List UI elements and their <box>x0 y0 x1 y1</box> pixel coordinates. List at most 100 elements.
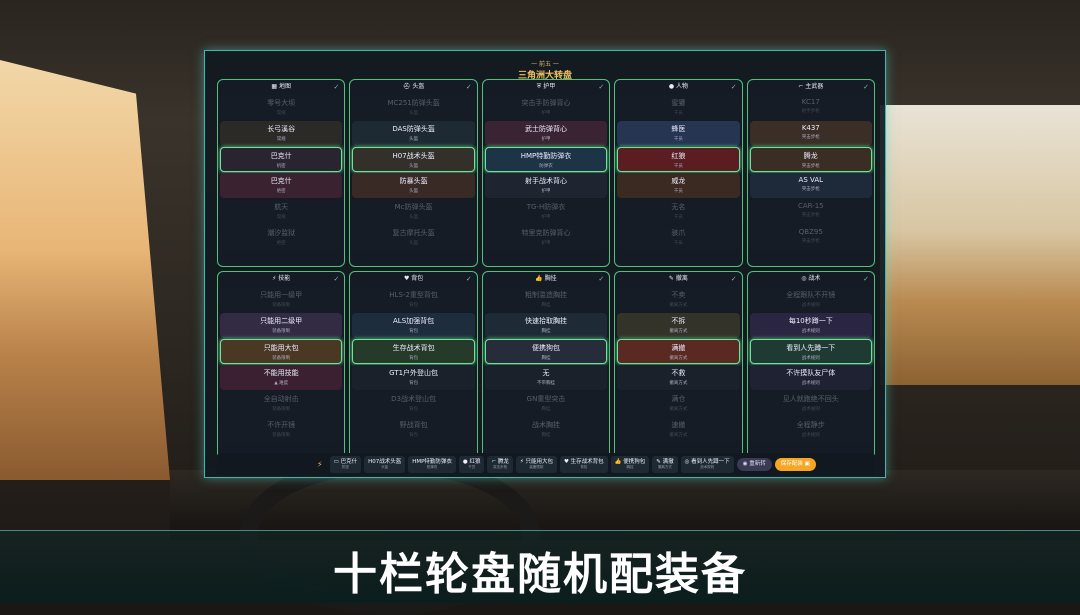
result-chip: ● 红狼 干员 <box>458 455 485 473</box>
roulette-item[interactable]: 无名 干员 <box>617 199 740 224</box>
roulette-item[interactable]: 不许开镜 装备限制 <box>220 417 343 442</box>
roulette-item[interactable]: KC17 射手步枪 <box>749 95 872 120</box>
roulette-item[interactable]: 粗制滥造胸挂 胸挂 <box>484 287 608 312</box>
item-type: 撤离方式 <box>669 381 688 386</box>
roulette-item[interactable]: 特里克防弹背心 护甲 <box>484 225 608 250</box>
chip-type: 撤离方式 <box>657 464 672 469</box>
item-type: 胸挂 <box>541 433 551 438</box>
item-type: 绝密 <box>276 189 286 194</box>
column-label: ● 人物 <box>668 83 688 90</box>
roulette-item[interactable]: 全自动射击 装备限制 <box>220 391 343 416</box>
selected-item[interactable]: 满撤 撤离方式 <box>617 339 740 364</box>
item-type: 突击步枪 <box>801 135 820 140</box>
roulette-item[interactable]: 只能用二级甲 装备限制 <box>220 313 343 338</box>
roulette-item[interactable]: 速撤 撤离方式 <box>617 417 740 442</box>
roulette-item[interactable]: 只能用一级甲 装备限制 <box>220 287 343 312</box>
roulette-item[interactable]: D3战术登山包 背包 <box>352 391 475 416</box>
selected-item[interactable]: 巴克什 机密 <box>220 147 343 172</box>
roulette-item[interactable]: 巴克什 绝密 <box>220 173 343 198</box>
roulette-item[interactable]: K437 突击步枪 <box>749 121 872 146</box>
roulette-item[interactable]: 战术胸挂 胸挂 <box>484 417 608 442</box>
roulette-item[interactable]: MC251防弹头盔 头盔 <box>352 95 475 120</box>
respin-button[interactable]: ◉ 重新转 <box>736 457 772 471</box>
roulette-item[interactable]: 航天 常规 <box>220 199 343 224</box>
item-name: 只能用一级甲 <box>260 291 303 299</box>
item-name: 全程跟队不开镜 <box>786 291 836 299</box>
roulette-item[interactable]: 骇爪 干员 <box>617 225 740 250</box>
selected-item[interactable]: 生存战术背包 背包 <box>352 339 475 364</box>
roulette-item[interactable]: 不拆 撤离方式 <box>617 313 740 338</box>
roulette-item[interactable]: 突击手防弹背心 护甲 <box>484 95 608 120</box>
save-button[interactable]: 保存配装 ▣ <box>774 457 816 471</box>
lightning-icon: ⚡ <box>317 459 323 469</box>
roulette-item[interactable]: 长弓溪谷 常规 <box>220 121 343 146</box>
roulette-item[interactable]: 威龙 干员 <box>617 173 740 198</box>
roulette-column: 👍 胸挂 ✓ 粗制滥造胸挂 胸挂 快速拾取胸挂 胸挂 便携狗包 胸挂无不带胸挂 GN重型突击 胸挂… <box>481 271 611 459</box>
item-name: 腾龙 <box>803 152 818 160</box>
column-header: ✎ 撤离 ✓ <box>615 272 741 286</box>
item-name: 骇爪 <box>671 229 686 237</box>
roulette-item[interactable]: QBZ95 突击步枪 <box>749 225 872 250</box>
roulette-item[interactable]: ALS加强背包 背包 <box>352 313 475 338</box>
check-icon: ✓ <box>598 275 605 283</box>
column-header: ⛑ 头盔 ✓ <box>350 80 476 94</box>
item-name: 红狼 <box>671 152 686 160</box>
roulette-item[interactable]: 不卖 撤离方式 <box>617 287 740 312</box>
roulette-item[interactable]: 不能用技能 ▲ 难度 <box>220 365 343 390</box>
roulette-item[interactable]: AS VAL 突击步枪 <box>749 173 872 198</box>
item-name: 战术胸挂 <box>531 421 560 429</box>
selected-item[interactable]: 看到人先蹲一下 战术规则 <box>749 339 872 364</box>
selected-item[interactable]: HMP特勤防弹衣 防弹衣 <box>484 147 608 172</box>
selected-item[interactable]: 腾龙 突击步枪 <box>749 147 872 172</box>
roulette-item[interactable]: 射手战术背心 护甲 <box>484 173 608 198</box>
item-name: TG-H防弹衣 <box>526 203 566 211</box>
result-bar: ⚡ ▭ 巴克什 机密 H07战术头盔 头盔 HMP特勤防弹衣 防弹衣 ● 红狼 干员 ⌐ 腾龙 突击… <box>217 453 875 475</box>
item-name: 潮汐监狱 <box>267 229 296 237</box>
selected-item[interactable]: 只能用大包 装备限制 <box>220 339 343 364</box>
chip-type: 突击步枪 <box>493 464 508 469</box>
roulette-item[interactable]: 见人就跑绝不回头 战术规则 <box>749 391 872 416</box>
item-name: GT1户外登山包 <box>389 369 439 377</box>
item-name: 满撤 <box>671 344 686 352</box>
roulette-column: ⛨ 护甲 ✓ 突击手防弹背心 护甲 武士防弹背心 护甲 HMP特勤防弹衣 防弹衣 射手战术背心护… <box>481 79 611 267</box>
column-label: ▦ 地图 <box>271 83 291 90</box>
roulette-item[interactable]: 满仓 撤离方式 <box>617 391 740 416</box>
loadout-roulette-panel: 一 前五 一 三角洲大转盘 ▦ 地图 ✓ 零号大坝 常规 长弓溪谷 常规 巴克什 机密 巴克什绝… <box>204 50 886 478</box>
roulette-item[interactable]: DAS防弹头盔 头盔 <box>352 121 475 146</box>
roulette-item[interactable]: TG-H防弹衣 护甲 <box>484 199 608 224</box>
roulette-item[interactable]: 每10秒蹲一下 战术规则 <box>749 313 872 338</box>
item-type: 常规 <box>276 137 286 142</box>
roulette-item[interactable]: 复古摩托头盔 头盔 <box>352 225 475 250</box>
chip-type: 头盔 <box>381 464 389 469</box>
roulette-item[interactable]: 零号大坝 常规 <box>220 95 343 120</box>
roulette-item[interactable]: GT1户外登山包 背包 <box>352 365 475 390</box>
column-header: 👍 胸挂 ✓ <box>483 272 609 286</box>
roulette-item[interactable]: CAR-15 突击步枪 <box>749 199 872 224</box>
roulette-item[interactable]: 蜜獾 干员 <box>617 95 740 120</box>
column-label: 👍 胸挂 <box>535 275 557 282</box>
roulette-item[interactable]: 不救 撤离方式 <box>617 365 740 390</box>
roulette-item[interactable]: 蜂医 干员 <box>617 121 740 146</box>
roulette-item[interactable]: 野战背包 背包 <box>352 417 475 442</box>
roulette-item[interactable]: 武士防弹背心 护甲 <box>484 121 608 146</box>
item-type: 背包 <box>409 329 419 334</box>
roulette-item[interactable]: 全程跟队不开镜 战术规则 <box>749 287 872 312</box>
check-icon: ✓ <box>598 83 605 91</box>
selected-item[interactable]: H07战术头盔 头盔 <box>352 147 475 172</box>
selected-item[interactable]: 便携狗包 胸挂 <box>484 339 608 364</box>
item-name: K437 <box>801 124 820 132</box>
roulette-item[interactable]: Mc防弹头盔 头盔 <box>352 199 475 224</box>
chip-type: 干员 <box>468 464 476 469</box>
roulette-item[interactable]: 潮汐监狱 绝密 <box>220 225 343 250</box>
roulette-item[interactable]: GN重型突击 胸挂 <box>484 391 608 416</box>
roulette-item[interactable]: 不许摸队友尸体 战术规则 <box>749 365 872 390</box>
roulette-item[interactable]: 全程静步 战术规则 <box>749 417 872 442</box>
roulette-column: ⚡ 技能 ✓ 只能用一级甲 装备限制 只能用二级甲 装备限制 只能用大包 装备限制 不能用技能 ▲… <box>217 271 346 459</box>
item-name: 无 <box>542 369 550 377</box>
roulette-item[interactable]: 防暴头盔 头盔 <box>352 173 475 198</box>
item-type: 护甲 <box>541 189 551 194</box>
roulette-item[interactable]: 快速拾取胸挂 胸挂 <box>484 313 608 338</box>
roulette-item[interactable]: 无不带胸挂 <box>484 365 608 390</box>
selected-item[interactable]: 红狼 干员 <box>617 147 740 172</box>
roulette-item[interactable]: HLS-2重型背包 背包 <box>352 287 475 312</box>
